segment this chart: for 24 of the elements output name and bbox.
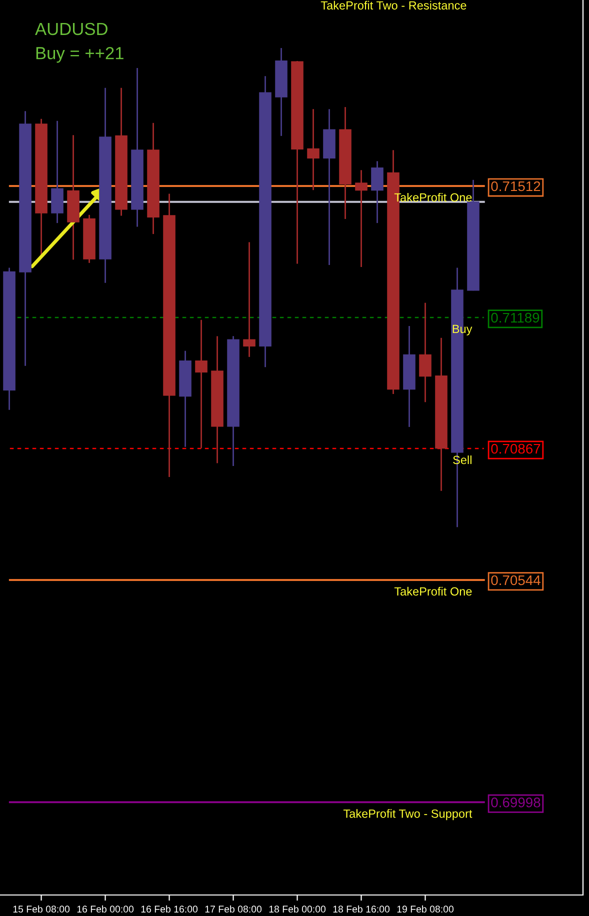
x-tick-label: 16 Feb 00:00 — [77, 905, 134, 913]
annotation: TakeProfit Two - Resistance — [320, 0, 466, 10]
x-tick-label: 17 Feb 08:00 — [205, 905, 262, 913]
candlestick — [307, 108, 320, 191]
text: Buy = ++21 — [36, 47, 124, 63]
x-tick-label: 15 Feb 08:00 — [13, 905, 70, 913]
ref-line-label: Sell — [453, 455, 472, 464]
text: AUDUSD — [35, 22, 108, 36]
ref-line-label: TakeProfit One — [394, 586, 472, 596]
y-tick-label: 0.70544 — [491, 575, 540, 586]
x-tick-label: 16 Feb 16:00 — [141, 905, 198, 913]
y-tick-label: 0.71512 — [491, 181, 540, 192]
ref-line-label: TakeProfit Two - Support — [343, 809, 472, 820]
candlestick — [419, 302, 432, 403]
x-tick-label: 18 Feb 16:00 — [333, 905, 390, 913]
x-tick-label: 19 Feb 08:00 — [397, 905, 454, 913]
candlestick — [195, 319, 208, 449]
y-tick-label: 0.69998 — [491, 798, 540, 808]
candlestick — [355, 169, 368, 268]
candlestick — [371, 160, 384, 224]
candlestick — [243, 241, 256, 358]
y-tick-label: 0.71189 — [491, 312, 540, 323]
x-tick-label: 18 Feb 00:00 — [269, 905, 326, 913]
y-tick-label: 0.70867 — [491, 444, 540, 454]
